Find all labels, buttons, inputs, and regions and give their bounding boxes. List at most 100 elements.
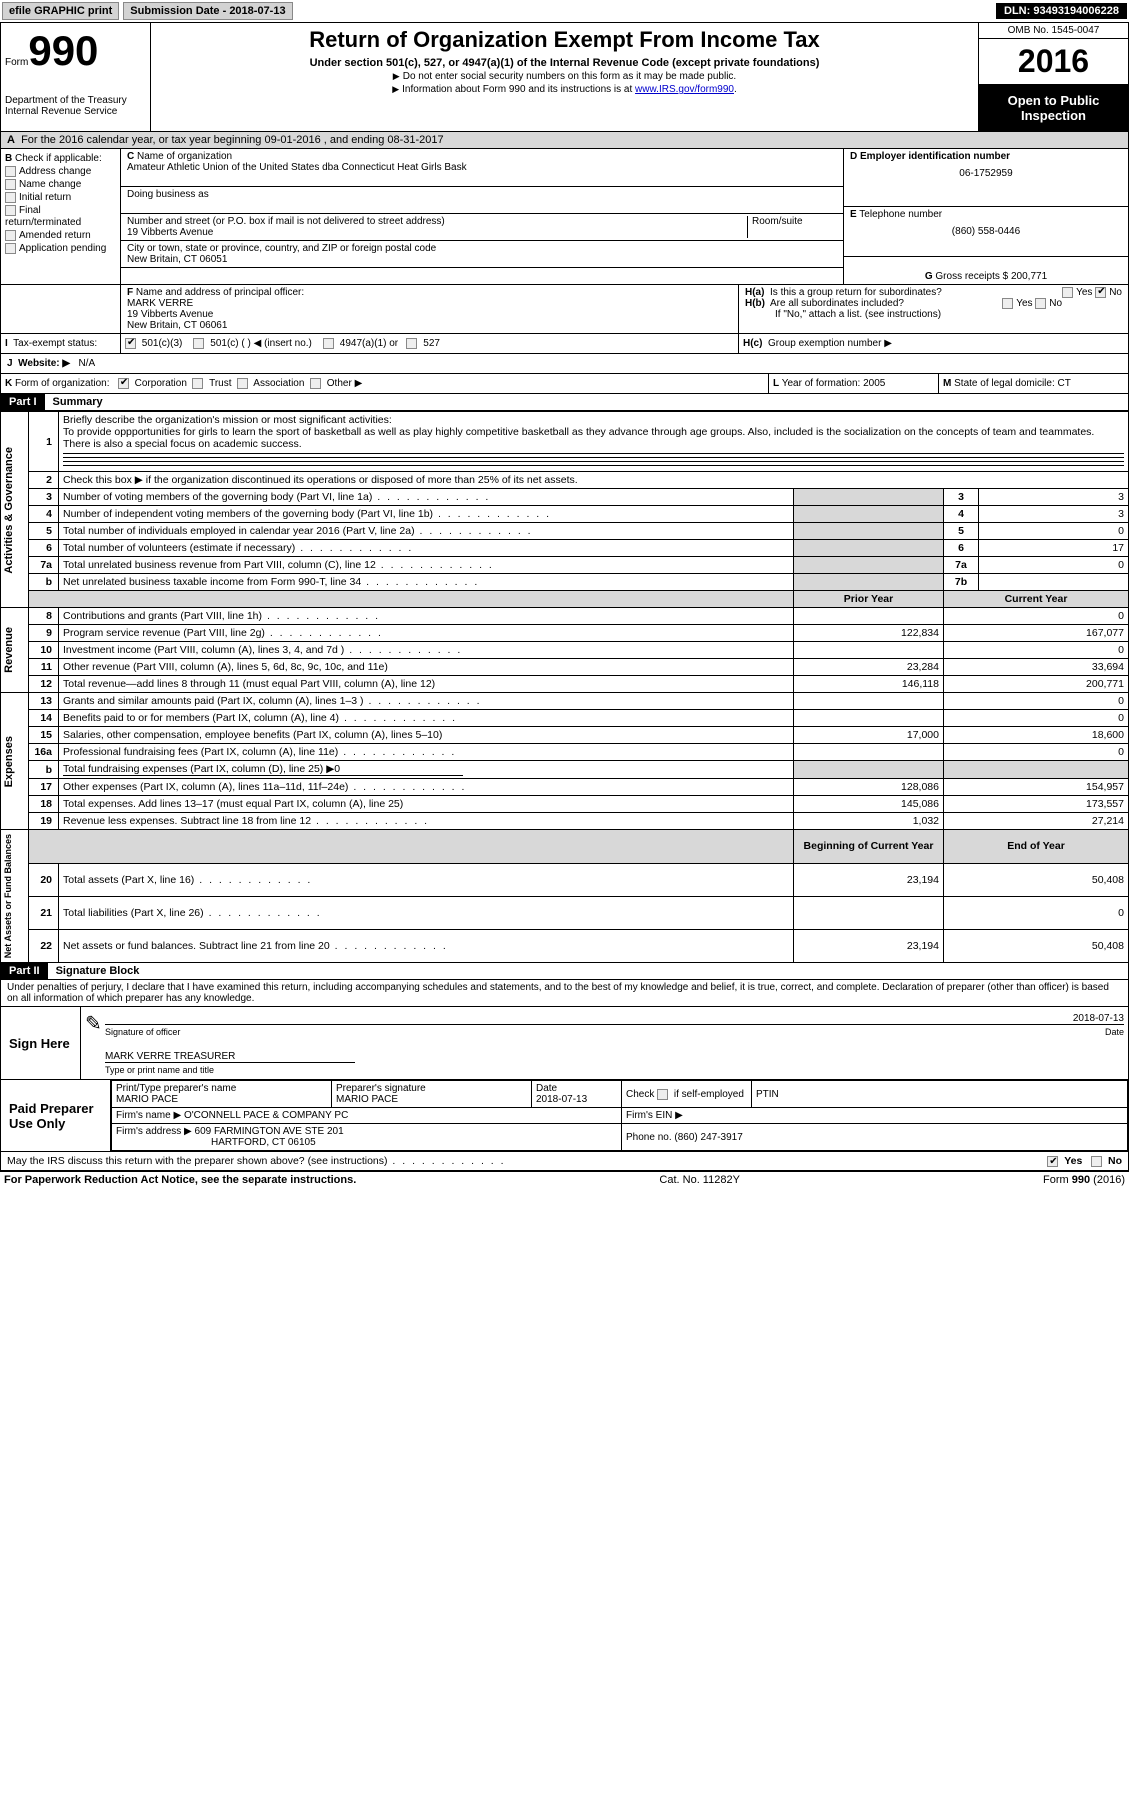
firm-phone: (860) 247-3917 [674,1132,742,1143]
prep-name: MARIO PACE [116,1094,178,1105]
gross-label: Gross receipts $ [935,271,1008,282]
cb-initial-return[interactable] [5,192,16,203]
form-title: Return of Organization Exempt From Incom… [159,27,970,53]
line1-text: To provide oppportunities for girls to l… [63,426,1094,450]
website-label: Website: ▶ [18,358,70,369]
cb-discuss-no[interactable] [1091,1156,1102,1167]
firm-ein-label: Firm's EIN ▶ [626,1110,683,1121]
dba-label: Doing business as [127,189,209,200]
form-header: Form990 Department of the Treasury Inter… [0,22,1129,132]
street-label: Number and street (or P.O. box if mail i… [127,216,445,227]
cb-corp[interactable] [118,378,129,389]
side-revenue: Revenue [1,623,17,677]
cb-ha-no[interactable] [1095,287,1106,298]
line2-text: Check this box ▶ if the organization dis… [63,474,578,486]
summary-table: Activities & Governance 1 Briefly descri… [0,411,1129,963]
officer-city: New Britain, CT 06061 [127,320,227,331]
sig-date: 2018-07-13 [1073,1013,1124,1024]
firm-city: HARTFORD, CT 06105 [116,1137,316,1148]
cb-501c3[interactable] [125,338,136,349]
phone-label: Telephone number [859,209,942,220]
irs-label: Internal Revenue Service [5,106,146,117]
ein-value: 06-1752959 [850,168,1122,179]
website-value: N/A [78,358,95,369]
room-label: Room/suite [752,216,803,227]
cb-name-change[interactable] [5,179,16,190]
hint-info-prefix: Information about Form 990 and its instr… [402,84,635,95]
cb-pending[interactable] [5,243,16,254]
phone-value: (860) 558-0446 [850,226,1122,237]
box-c: C Name of organizationAmateur Athletic U… [121,149,843,284]
cb-trust[interactable] [192,378,203,389]
pen-icon: ✎ [85,1011,105,1075]
cb-other[interactable] [310,378,321,389]
box-b-label: Check if applicable: [15,153,102,164]
city-label: City or town, state or province, country… [127,243,436,254]
form-number: 990 [28,27,98,74]
street-value: 19 Vibberts Avenue [127,227,213,238]
discuss-label: May the IRS discuss this return with the… [7,1155,506,1167]
org-name: Amateur Athletic Union of the United Sta… [127,162,467,173]
part1-header: Part I [1,394,45,410]
side-expenses: Expenses [1,732,17,791]
form-subtitle: Under section 501(c), 527, or 4947(a)(1)… [159,57,970,69]
prep-name-label: Print/Type preparer's name [116,1083,236,1094]
cb-address-change[interactable] [5,166,16,177]
cb-501c[interactable] [193,338,204,349]
domicile-value: CT [1058,378,1071,389]
submission-date-button[interactable]: Submission Date - 2018-07-13 [123,2,292,20]
domicile-label: State of legal domicile: [954,378,1055,389]
topbar: efile GRAPHIC print Submission Date - 20… [0,0,1129,22]
prep-sig: MARIO PACE [336,1094,398,1105]
cb-discuss-yes[interactable] [1047,1156,1058,1167]
side-netassets: Net Assets or Fund Balances [1,830,15,962]
date-label: Date [1105,1027,1124,1037]
cb-4947[interactable] [323,338,334,349]
prep-date: 2018-07-13 [536,1094,587,1105]
cb-ha-yes[interactable] [1062,287,1073,298]
firm-name-label: Firm's name ▶ [116,1110,181,1121]
line1-label: Briefly describe the organization's miss… [63,414,392,426]
cb-hb-yes[interactable] [1002,298,1013,309]
ein-label: Employer identification number [860,151,1010,162]
cb-assoc[interactable] [237,378,248,389]
firm-name: O'CONNELL PACE & COMPANY PC [184,1110,348,1121]
year-formation-label: Year of formation: [782,378,861,389]
form-prefix: Form [5,57,28,68]
footer-left: For Paperwork Reduction Act Notice, see … [4,1174,356,1186]
firm-addr-label: Firm's address ▶ [116,1126,192,1137]
cb-final-return[interactable] [5,205,16,216]
firm-addr: 609 FARMINGTON AVE STE 201 [195,1126,344,1137]
ha-label: Is this a group return for subordinates? [770,287,942,298]
officer-street: 19 Vibberts Avenue [127,309,213,320]
hb-label: Are all subordinates included? [770,298,904,309]
dln-label: DLN: 93493194006228 [996,3,1127,19]
part1-title: Summary [45,396,103,408]
sig-name: MARK VERRE TREASURER [105,1051,235,1062]
cb-self-employed[interactable] [657,1089,668,1100]
cb-527[interactable] [406,338,417,349]
prep-date-label: Date [536,1083,557,1094]
section-a-text: For the 2016 calendar year, or tax year … [21,134,444,146]
paid-prep-label: Paid Preparer Use Only [1,1080,111,1151]
self-employed: Check if self-employed [626,1089,744,1100]
cb-hb-no[interactable] [1035,298,1046,309]
penalty-text: Under penalties of perjury, I declare th… [0,980,1129,1007]
tax-status-label: Tax-exempt status: [13,338,97,349]
footer: For Paperwork Reduction Act Notice, see … [0,1171,1129,1188]
omb-number: OMB No. 1545-0047 [979,23,1128,39]
ifno-text: If "No," attach a list. (see instruction… [745,309,1122,320]
cb-amended[interactable] [5,230,16,241]
efile-print-button[interactable]: efile GRAPHIC print [2,2,119,20]
part2-header: Part II [1,963,48,979]
sig-name-label: Type or print name and title [105,1065,1124,1075]
firm-phone-label: Phone no. [626,1132,672,1143]
side-activities: Activities & Governance [1,443,17,578]
box-deg: D Employer identification number06-17529… [843,149,1128,284]
irs-link[interactable]: www.IRS.gov/form990 [635,84,734,95]
dept-label: Department of the Treasury [5,95,146,106]
box-b: B Check if applicable: Address change Na… [1,149,121,284]
ptin-label: PTIN [756,1089,779,1100]
name-label: Name of organization [137,151,232,162]
city-value: New Britain, CT 06051 [127,254,227,265]
